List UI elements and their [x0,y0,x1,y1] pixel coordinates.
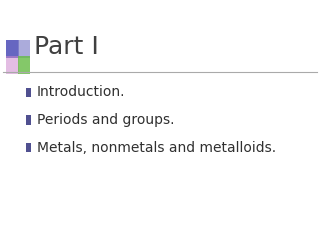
Text: Periods and groups.: Periods and groups. [37,113,174,127]
Bar [18,56,30,74]
Bar [26,143,31,152]
Bar [26,115,31,125]
Text: Metals, nonmetals and metalloids.: Metals, nonmetals and metalloids. [37,141,276,155]
Text: Introduction.: Introduction. [37,85,125,99]
Bar [18,40,30,58]
Bar [6,56,19,74]
Bar [6,40,19,58]
Text: Part I: Part I [34,35,99,59]
Bar [26,88,31,97]
